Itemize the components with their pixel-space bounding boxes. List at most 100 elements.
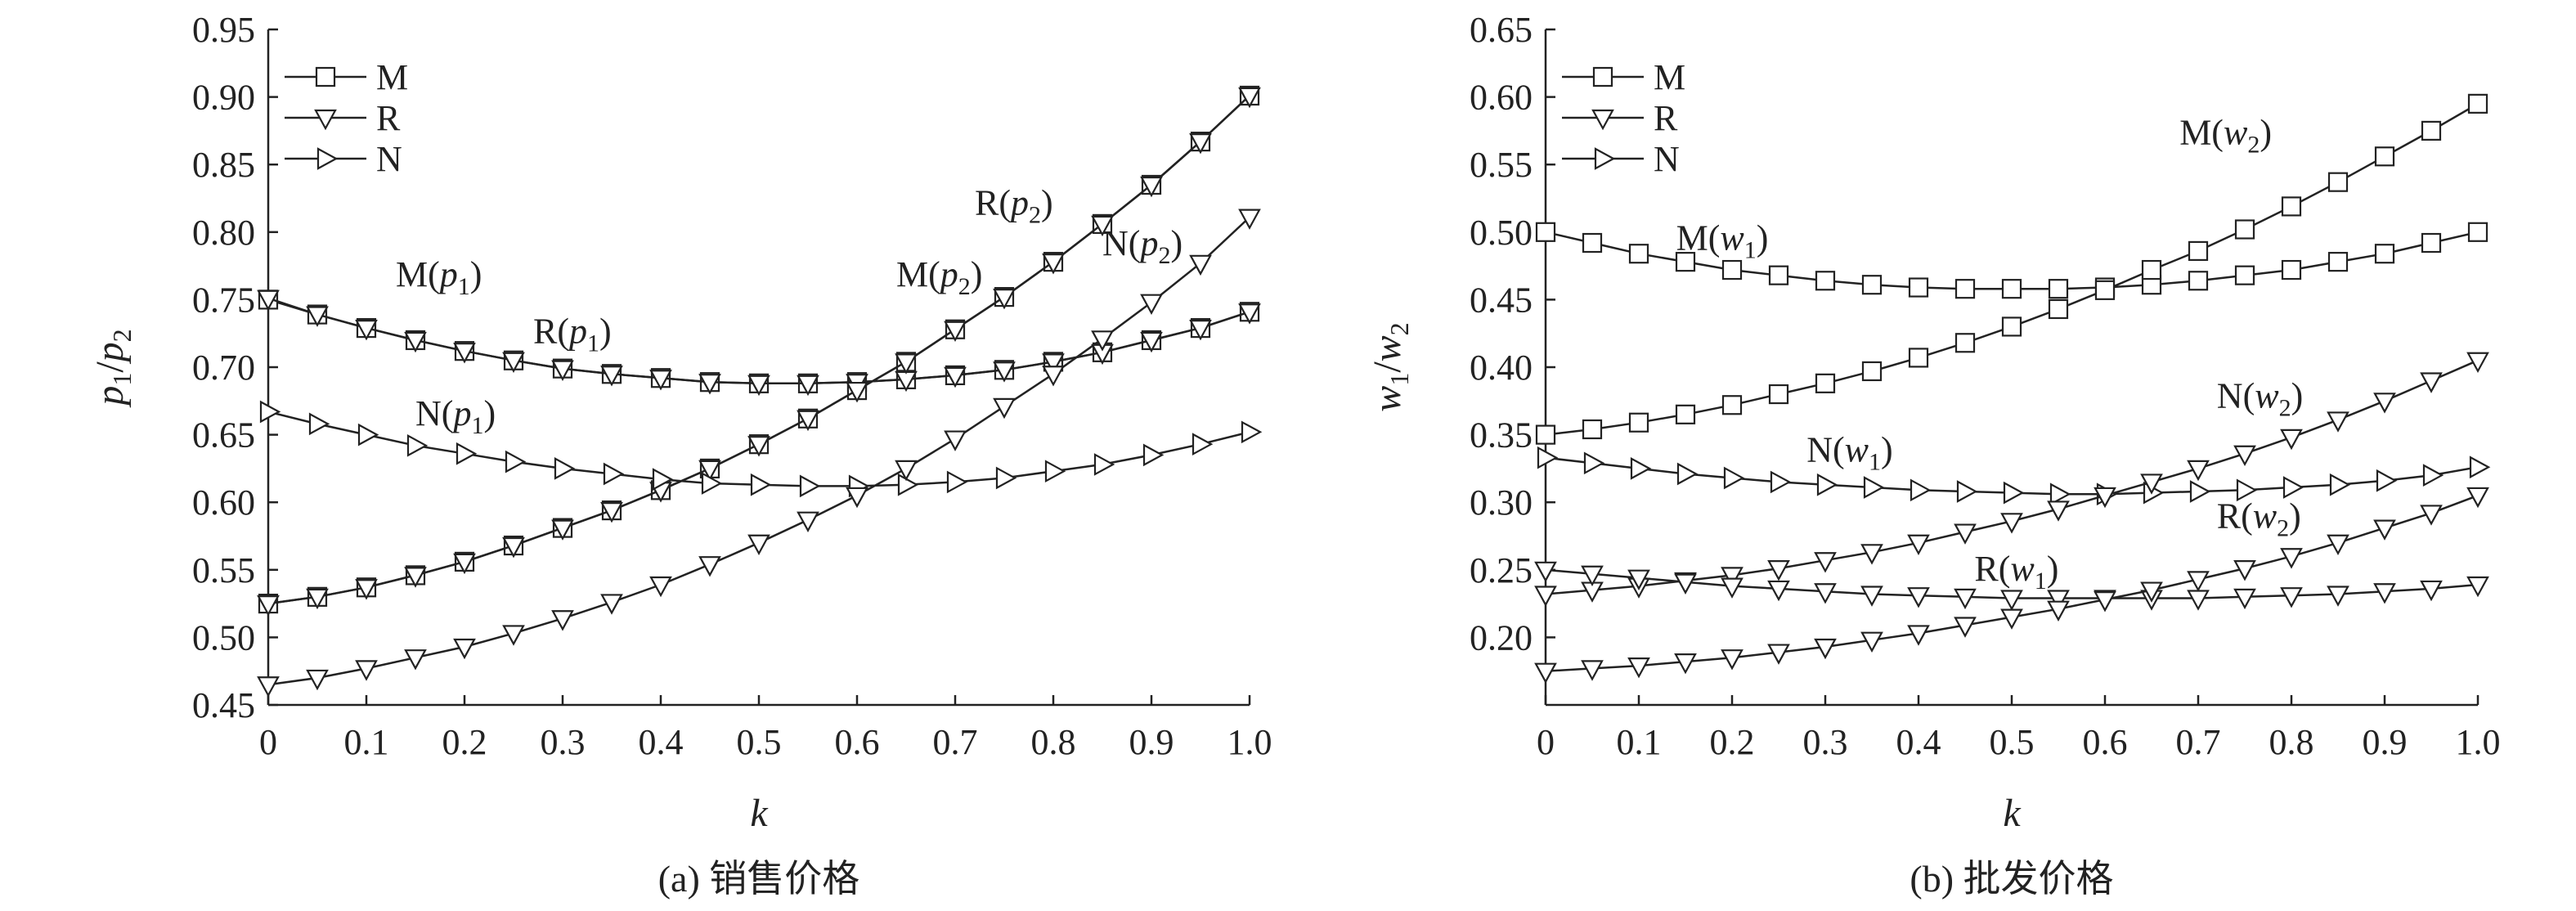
data-point [1863,476,1885,499]
y-tick-label: 0.80 [192,213,255,253]
data-point [2327,172,2349,192]
annotation-part: ) [1757,218,1769,258]
annotation-part: N( [1806,430,1844,470]
data-point [1535,424,1556,445]
data-point [404,649,427,671]
data-point [2466,576,2489,598]
data-point [1814,583,1837,604]
data-point [2187,571,2210,592]
legend-label: M [1654,57,1685,97]
y-tick-label: 0.50 [1470,213,1533,253]
data-point [306,669,329,691]
data-point [1816,473,1838,496]
data-point [355,579,378,600]
data-point [2187,590,2210,611]
data-point [505,450,527,473]
legend-marker [1591,109,1614,131]
data-point [2003,481,2025,505]
data-point [750,473,772,496]
data-point [846,487,868,509]
y-axis-label: w1/w2 [1366,322,1414,411]
data-point [652,468,674,491]
data-point [2327,586,2349,607]
data-point [2234,219,2255,240]
data-point [995,466,1017,490]
data-point [993,397,1016,420]
x-tick-label: 0.1 [344,722,389,762]
data-point [1814,638,1837,660]
data-point [1721,567,1744,588]
data-point [2001,316,2022,337]
annotation-subscript: 2 [2277,515,2289,542]
data-point [600,366,623,387]
annotation-part: R( [533,311,569,351]
data-point [846,381,868,403]
data-point [1189,133,1212,155]
data-point [502,352,525,374]
x-tick-label: 0.1 [1617,722,1662,762]
x-tick-label: 0.2 [442,722,487,762]
data-point [1954,617,1977,638]
series-annotation: M(w1) [1676,218,1769,263]
data-point [1908,277,1929,298]
annotation-var: w [1845,430,1869,470]
data-point [603,462,625,486]
data-point [897,473,919,496]
data-point [2048,298,2069,320]
data-point [2094,487,2116,509]
data-point [2373,583,2396,604]
y-label-subscript: 1 [1384,373,1414,386]
data-point [404,567,427,588]
data-point [2467,222,2488,242]
x-tick-label: 0.7 [2176,722,2221,762]
annotation-var: w [1720,218,1744,258]
series-annotation: R(w2) [2217,496,2301,542]
data-point [2466,352,2489,374]
annotation-subscript: 2 [958,273,971,300]
data-point [2047,500,2070,522]
data-point [2233,588,2256,610]
data-point [1582,419,1603,440]
data-point [2000,590,2023,611]
data-point [2140,581,2163,603]
legend-label: N [1654,139,1680,179]
x-tick-label: 0.2 [1710,722,1755,762]
data-point [357,423,379,447]
data-point [2327,252,2349,272]
data-point [1860,586,1883,607]
y-tick-label: 0.35 [1470,415,1533,456]
data-point [2047,600,2070,622]
data-point [698,556,721,577]
data-point [1627,657,1650,679]
data-point [1042,353,1065,375]
series-annotation: M(w2) [2179,112,2272,158]
data-point [2421,120,2442,141]
annotation-subscript: 1 [471,412,483,439]
data-point [1954,279,1976,299]
annotation-part: ) [470,254,482,294]
data-point [1140,331,1163,353]
data-point [797,511,819,532]
data-point [1093,453,1115,476]
annotation-part: R( [1974,549,2010,589]
annotation-subscript: 2 [2247,131,2260,158]
data-point [600,594,623,615]
data-point [1767,644,1790,665]
data-point [306,306,329,327]
series-annotation: R(p1) [533,311,612,357]
data-point [554,457,576,480]
data-point [1042,366,1065,387]
annotation-part: ) [2291,376,2304,416]
x-tick-label: 0.9 [1129,722,1174,762]
data-point [308,412,330,436]
data-point [698,460,721,482]
x-tick-label: 1.0 [1227,722,1272,762]
data-point [1189,254,1212,276]
data-point [355,660,378,681]
y-tick-label: 0.60 [1470,78,1533,118]
annotation-part: ) [2289,496,2301,536]
annotation-part: ) [2260,112,2272,152]
annotation-part: M( [896,254,940,294]
data-point [1140,294,1163,316]
data-point [1815,271,1836,291]
